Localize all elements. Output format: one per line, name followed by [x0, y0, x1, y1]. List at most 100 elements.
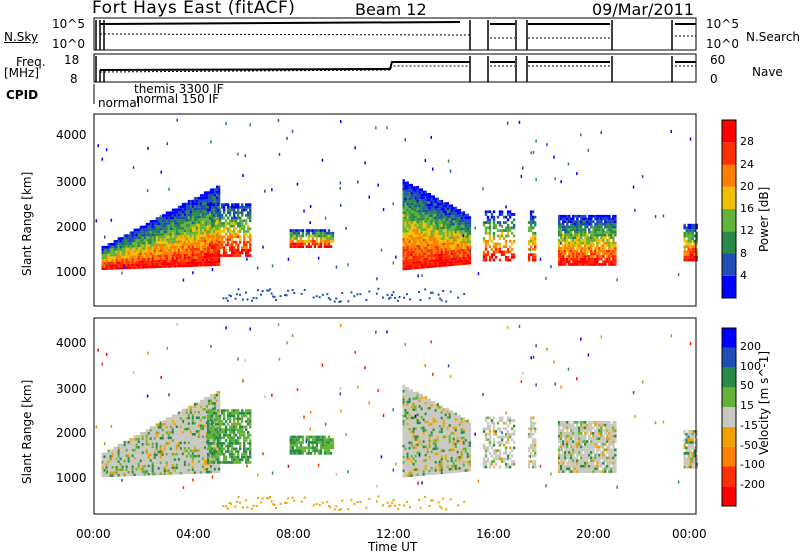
heatmap-cell	[486, 242, 490, 246]
heatmap-cell	[106, 262, 108, 266]
heatmap-cell	[247, 411, 250, 415]
heatmap-cell	[197, 196, 201, 200]
heatmap-cell	[187, 253, 191, 257]
heatmap-cell	[193, 218, 197, 222]
heatmap-cell	[689, 239, 692, 243]
heatmap-cell	[588, 217, 591, 221]
heatmap-cell	[201, 454, 205, 458]
heatmap-cell	[224, 248, 228, 252]
heatmap-cell	[206, 447, 210, 451]
heatmap-cell	[171, 248, 175, 252]
heatmap-cell	[127, 255, 130, 259]
heatmap-cell	[237, 428, 240, 431]
heatmap-cell	[502, 250, 506, 254]
heatmap-cell	[468, 229, 472, 233]
heatmap-cell	[185, 205, 189, 209]
heatmap-cell	[167, 238, 171, 241]
heatmap-cell	[440, 199, 444, 203]
heatmap-cell	[490, 256, 494, 259]
heatmap-cell	[408, 267, 411, 270]
heatmap-cell	[195, 441, 199, 444]
heatmap-cell	[237, 414, 240, 418]
heatmap-cell	[173, 417, 177, 420]
heatmap-cell	[438, 213, 441, 217]
heatmap-cell	[179, 460, 183, 464]
heatmap-cell	[137, 263, 140, 267]
heatmap-cell	[199, 438, 203, 441]
heatmap-cell	[169, 417, 173, 420]
heatmap-cell	[193, 443, 197, 447]
heatmap-cell	[119, 471, 122, 474]
heatmap-cell	[151, 241, 155, 245]
heatmap-cell	[181, 216, 185, 219]
heatmap-cell	[683, 253, 686, 256]
heatmap-cell	[187, 419, 191, 423]
heatmap-cell	[117, 248, 120, 251]
heatmap-cell	[195, 410, 199, 414]
heatmap-cell	[594, 252, 597, 256]
heatmap-cell	[217, 399, 221, 402]
heatmap-cell	[315, 237, 319, 240]
heatmap-cell	[418, 246, 421, 250]
heatmap-cell	[446, 228, 450, 232]
heatmap-cell	[206, 203, 210, 206]
heatmap-cell	[206, 425, 210, 429]
heatmap-cell	[448, 239, 452, 243]
heatmap-cell	[159, 469, 163, 473]
heatmap-cell	[187, 213, 191, 217]
heatmap-cell	[434, 211, 437, 214]
heatmap-cell	[588, 244, 591, 248]
heatmap-cell	[212, 452, 216, 456]
heatmap-cell	[414, 199, 417, 203]
heatmap-cell	[230, 295, 232, 298]
heatmap-cell	[193, 424, 197, 428]
heatmap-cell	[410, 261, 413, 265]
heatmap-cell	[171, 254, 175, 257]
heatmap-cell	[105, 474, 108, 478]
heatmap-cell	[210, 140, 212, 144]
heatmap-cell	[199, 424, 203, 428]
heatmap-cell	[408, 210, 411, 214]
heatmap-cell	[159, 445, 163, 448]
heatmap-cell	[145, 440, 149, 443]
heatmap-cell	[233, 246, 236, 249]
heatmap-cell	[213, 465, 217, 468]
heatmap-cell	[426, 214, 429, 218]
heatmap-cell	[594, 239, 597, 242]
heatmap-cell	[580, 255, 583, 258]
heatmap-cell	[323, 245, 327, 248]
heatmap-cell	[456, 260, 460, 263]
heatmap-cell	[477, 272, 480, 276]
heatmap-cell	[201, 194, 205, 197]
heatmap-cell	[488, 226, 492, 230]
heatmap-cell	[119, 443, 122, 447]
heatmap-cell	[191, 435, 195, 439]
heatmap-cell	[558, 252, 561, 256]
heatmap-cell	[203, 255, 207, 259]
heatmap-cell	[529, 215, 533, 219]
heatmap-cell	[408, 245, 411, 249]
heatmap-cell	[419, 298, 422, 301]
heatmap-cell	[458, 211, 462, 215]
heatmap-cell	[329, 298, 332, 301]
heatmap-cell	[119, 256, 122, 259]
heatmap-cell	[169, 251, 173, 255]
heatmap-cell	[153, 472, 157, 476]
heatmap-cell	[438, 256, 441, 259]
heatmap-cell	[135, 231, 138, 234]
heatmap-cell	[572, 233, 575, 237]
heatmap-cell	[534, 256, 537, 259]
heatmap-cell	[101, 474, 104, 478]
heatmap-cell	[169, 431, 173, 434]
heatmap-cell	[416, 263, 419, 267]
heatmap-cell	[606, 252, 609, 256]
heatmap-cell	[448, 260, 452, 264]
heatmap-cell	[207, 432, 211, 436]
heatmap-cell	[578, 231, 581, 234]
heatmap-cell	[558, 222, 561, 226]
heatmap-cell	[145, 222, 149, 226]
heatmap-cell	[612, 225, 615, 229]
heatmap-cell	[222, 240, 226, 244]
heatmap-cell	[216, 439, 220, 442]
heatmap-cell	[189, 427, 193, 431]
